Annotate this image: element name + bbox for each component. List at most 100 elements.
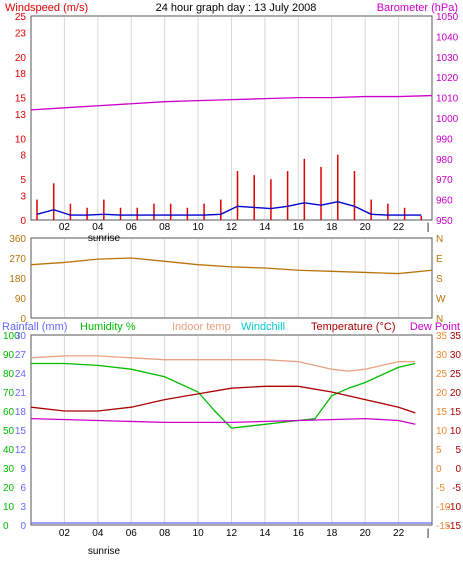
y-tick-temperature-right: 25 (450, 369, 462, 380)
y-tick-compass: S (436, 274, 443, 285)
y-tick-humidity: 70 (3, 388, 15, 399)
x-tick-label-wind: 02 (59, 222, 71, 233)
y-tick-windspeed: 10 (15, 134, 27, 145)
y-tick-compass: N (436, 314, 443, 325)
y-tick-humidity: 10 (3, 502, 15, 513)
y-tick-temperature-left: 5 (436, 445, 442, 456)
y-tick-humidity: 40 (3, 445, 15, 456)
y-tick-windspeed: 5 (20, 175, 26, 186)
barometer-axis-label: Barometer (hPa) (377, 2, 458, 14)
x-tick-label-temp: 08 (159, 528, 171, 539)
indoor-temp-line (30, 355, 416, 372)
x-tick-end-temp: | (427, 528, 430, 539)
y-tick-rainfall: 15 (15, 426, 27, 437)
legend-windchill: Windchill (241, 321, 285, 333)
y-tick-windspeed: 25 (15, 12, 27, 23)
x-tick-label-wind: 04 (92, 222, 104, 233)
y-tick-barometer: 1030 (436, 53, 459, 64)
chart-title: 24 hour graph day : 13 July 2008 (156, 2, 317, 14)
y-tick-temperature-right: 35 (450, 331, 462, 342)
y-tick-rainfall: 24 (15, 369, 27, 380)
y-tick-temperature-left: -10 (436, 502, 451, 513)
x-tick-label-wind: 16 (293, 222, 305, 233)
y-tick-windspeed: 13 (15, 110, 27, 121)
x-tick-label-temp: 02 (59, 528, 71, 539)
y-tick-compass: N (436, 234, 443, 245)
y-tick-temperature-right: -15 (447, 521, 462, 532)
windspeed-axis-label: Windspeed (m/s) (5, 2, 88, 14)
x-tick-label-temp: 04 (92, 528, 104, 539)
barometer-line (30, 94, 433, 111)
x-tick-label-temp: 06 (126, 528, 138, 539)
y-tick-temperature-left: 25 (436, 369, 448, 380)
y-tick-compass: E (436, 254, 443, 265)
direction-line (30, 257, 433, 275)
y-tick-humidity: 100 (3, 331, 20, 342)
y-tick-temperature-right: 20 (450, 388, 462, 399)
y-tick-barometer: 1010 (436, 94, 459, 105)
y-tick-barometer: 990 (436, 134, 453, 145)
y-tick-rainfall: 9 (20, 464, 26, 475)
y-tick-windspeed: 18 (15, 69, 27, 80)
y-tick-temperature-right: -5 (452, 483, 461, 494)
x-tick-label-wind: 08 (159, 222, 171, 233)
sunrise-label-bottom: sunrise (88, 546, 121, 556)
y-tick-barometer: 950 (436, 216, 453, 227)
dewpoint-line (30, 417, 416, 425)
y-tick-temperature-left: 0 (436, 464, 442, 475)
x-tick-label-temp: 14 (259, 528, 271, 539)
y-tick-rainfall: 27 (15, 350, 27, 361)
y-tick-temperature-left: 35 (436, 331, 448, 342)
x-tick-label-temp: 12 (226, 528, 238, 539)
y-tick-humidity: 50 (3, 426, 15, 437)
y-tick-temperature-left: 20 (436, 388, 448, 399)
y-tick-windspeed: 0 (20, 216, 26, 227)
x-tick-label-temp: 22 (393, 528, 405, 539)
legend-rainfall: Rainfall (mm) (2, 321, 67, 333)
y-tick-humidity: 20 (3, 483, 15, 494)
y-tick-rainfall: 6 (20, 483, 26, 494)
y-tick-windspeed: 8 (20, 151, 26, 162)
y-tick-barometer: 980 (436, 155, 453, 166)
humidity-line (31, 362, 416, 429)
y-tick-compass: W (436, 294, 446, 305)
x-tick-label-wind: 18 (326, 222, 338, 233)
y-tick-rainfall: 12 (15, 445, 27, 456)
x-tick-label-wind: 12 (226, 222, 238, 233)
y-tick-barometer: 1040 (436, 32, 459, 43)
x-tick-label-wind: 22 (393, 222, 405, 233)
y-tick-temperature-right: 5 (455, 445, 461, 456)
y-tick-direction: 90 (15, 294, 27, 305)
y-tick-direction: 180 (9, 274, 26, 285)
y-tick-barometer: 960 (436, 196, 453, 207)
y-tick-temperature-right: 0 (455, 464, 461, 475)
temperature-line (30, 385, 416, 414)
legend-dewpoint: Dew Point (410, 321, 460, 333)
y-tick-direction: 0 (20, 314, 26, 325)
legend-temperature: Temperature (°C) (311, 321, 395, 333)
y-tick-rainfall: 30 (15, 331, 27, 342)
y-tick-barometer: 1050 (436, 12, 459, 23)
y-tick-temperature-right: -10 (447, 502, 462, 513)
x-tick-label-temp: 18 (326, 528, 338, 539)
legend-indoor: Indoor temp (172, 321, 231, 333)
y-tick-barometer: 970 (436, 175, 453, 186)
y-tick-humidity: 60 (3, 407, 15, 418)
x-tick-end-wind: | (427, 222, 430, 233)
y-tick-windspeed: 3 (20, 192, 26, 203)
y-tick-temperature-left: -5 (436, 483, 445, 494)
y-tick-temperature-left: 10 (436, 426, 448, 437)
x-tick-label-temp: 16 (293, 528, 305, 539)
y-tick-temperature-right: 30 (450, 350, 462, 361)
y-tick-humidity: 90 (3, 350, 15, 361)
sunrise-label-top: sunrise (88, 233, 121, 244)
y-tick-rainfall: 21 (15, 388, 27, 399)
y-tick-rainfall: 18 (15, 407, 27, 418)
x-tick-label-wind: 06 (126, 222, 138, 233)
y-tick-temperature-left: 30 (436, 350, 448, 361)
y-tick-barometer: 1000 (436, 114, 459, 125)
y-tick-humidity: 80 (3, 369, 15, 380)
y-tick-humidity: 0 (3, 521, 9, 532)
